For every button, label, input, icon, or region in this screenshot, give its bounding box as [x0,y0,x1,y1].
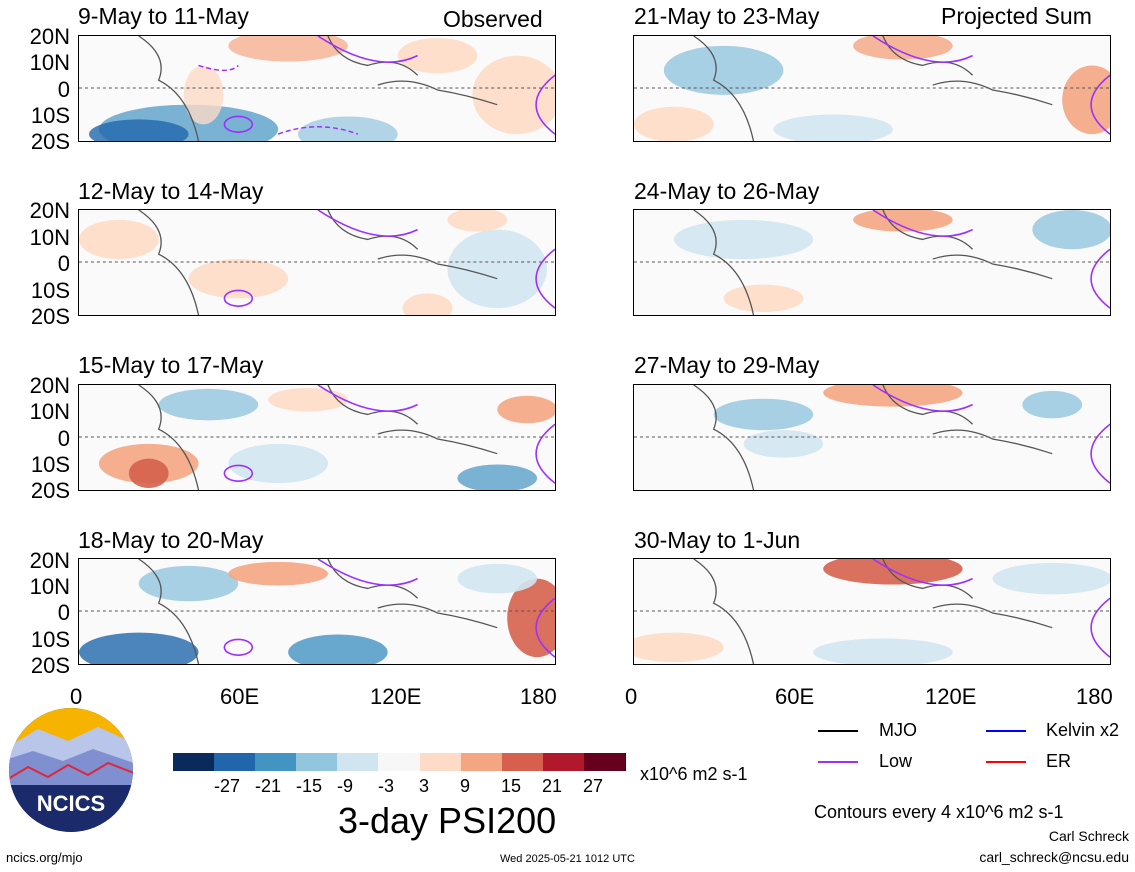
ncics-logo: NCICS [8,707,134,833]
lat-label: 10N [29,225,70,250]
er-line-swatch [986,761,1026,763]
map-panel [78,35,556,142]
colorbar-segment [583,753,626,771]
colorbar [173,753,626,771]
map-panel [633,35,1111,142]
map-graphic [79,210,555,315]
lat-label: 10N [29,50,70,75]
lat-label: 10S [30,103,70,128]
map-graphic [634,385,1110,490]
lat-label: 20N [29,373,70,398]
colorbar-segment [542,753,585,771]
lon-label: 180 [520,684,557,709]
lat-label: 10N [29,399,70,424]
colorbar-segment [460,753,503,771]
mjo-line-swatch [818,730,858,732]
colorbar-ticks: -27 -21 -15 -9 -3 3 9 15 21 27 [173,776,625,798]
map-panel [633,558,1111,665]
legend-er: ER [1046,751,1072,771]
lon-label: 180 [1076,684,1113,709]
lat-label: 10S [30,278,70,303]
map-graphic [79,559,555,664]
panel-title: 15-May to 17-May [78,352,264,378]
panel-title: 9-May to 11-May [78,3,249,29]
panel-title: 12-May to 14-May [78,178,264,204]
map-graphic [634,210,1110,315]
colorbar-tick: -3 [378,776,395,796]
colorbar-units: x10^6 m2 s-1 [640,764,748,784]
lat-label: 20S [30,304,70,329]
colorbar-tick: -9 [337,776,354,796]
lat-label: 10S [30,627,70,652]
lat-label: 20S [30,478,70,503]
kelvin-line-swatch [986,730,1026,732]
colorbar-segment [214,753,257,771]
low-line-swatch [818,761,858,763]
colorbar-tick: 27 [583,776,604,796]
colorbar-tick: 15 [501,776,522,796]
colorbar-segment [255,753,298,771]
lon-label: 120E [925,684,977,709]
panel-title: 21-May to 23-May [634,3,820,29]
lat-label: 20N [29,198,70,223]
panel-title: 18-May to 20-May [78,527,264,553]
lat-label: 0 [57,600,70,625]
lat-label: 10N [29,574,70,599]
lat-label: 10S [30,452,70,477]
lat-label: 20N [29,548,70,573]
legend-low: Low [879,751,913,771]
colorbar-segment [501,753,544,771]
projected-label: Projected Sum [941,3,1092,29]
colorbar-segment [337,753,380,771]
colorbar-tick: 9 [460,776,471,796]
lon-label: 120E [370,684,422,709]
colorbar-tick: -21 [255,776,282,796]
lat-label: 20N [29,24,70,49]
lat-label: 20S [30,129,70,154]
contours-note: Contours every 4 x10^6 m2 s-1 [814,802,1064,822]
colorbar-segment [173,753,216,771]
map-panel [633,209,1111,316]
panel-title: 30-May to 1-Jun [634,527,801,553]
map-panel [633,384,1111,491]
map-panel [78,558,556,665]
lon-label: 60E [775,684,815,709]
lon-label: 0 [625,684,638,709]
colorbar-tick: 21 [542,776,563,796]
footer-timestamp: Wed 2025-05-21 1012 UTC [500,853,635,865]
map-panel [78,384,556,491]
plot-title: 3-day PSI200 [338,800,557,841]
map-graphic [79,385,555,490]
panel-title: 27-May to 29-May [634,352,820,378]
lon-label: 60E [220,684,260,709]
colorbar-tick: -27 [214,776,241,796]
panel-title: 24-May to 26-May [634,178,820,204]
footer-email: carl_schreck@ncsu.edu [979,849,1129,865]
colorbar-segment [296,753,339,771]
lat-label: 0 [57,426,70,451]
observed-label: Observed [443,6,543,32]
ncics-logo-icon: NCICS [9,708,133,832]
footer-url: ncics.org/mjo [6,850,83,865]
colorbar-tick: 3 [419,776,430,796]
map-graphic [634,559,1110,664]
map-panel [78,209,556,316]
legend-kelvin: Kelvin x2 [1046,720,1120,740]
lat-label: 20S [30,653,70,678]
map-graphic [79,36,555,141]
colorbar-tick: -15 [296,776,323,796]
svg-text:NCICS: NCICS [37,791,105,816]
lat-label: 0 [57,77,70,102]
colorbar-segment [378,753,421,771]
colorbar-segment [419,753,462,771]
lon-label: 0 [70,684,83,709]
legend-mjo: MJO [879,720,917,740]
map-graphic [634,36,1110,141]
footer-author: Carl Schreck [1048,828,1129,844]
lat-label: 0 [57,251,70,276]
